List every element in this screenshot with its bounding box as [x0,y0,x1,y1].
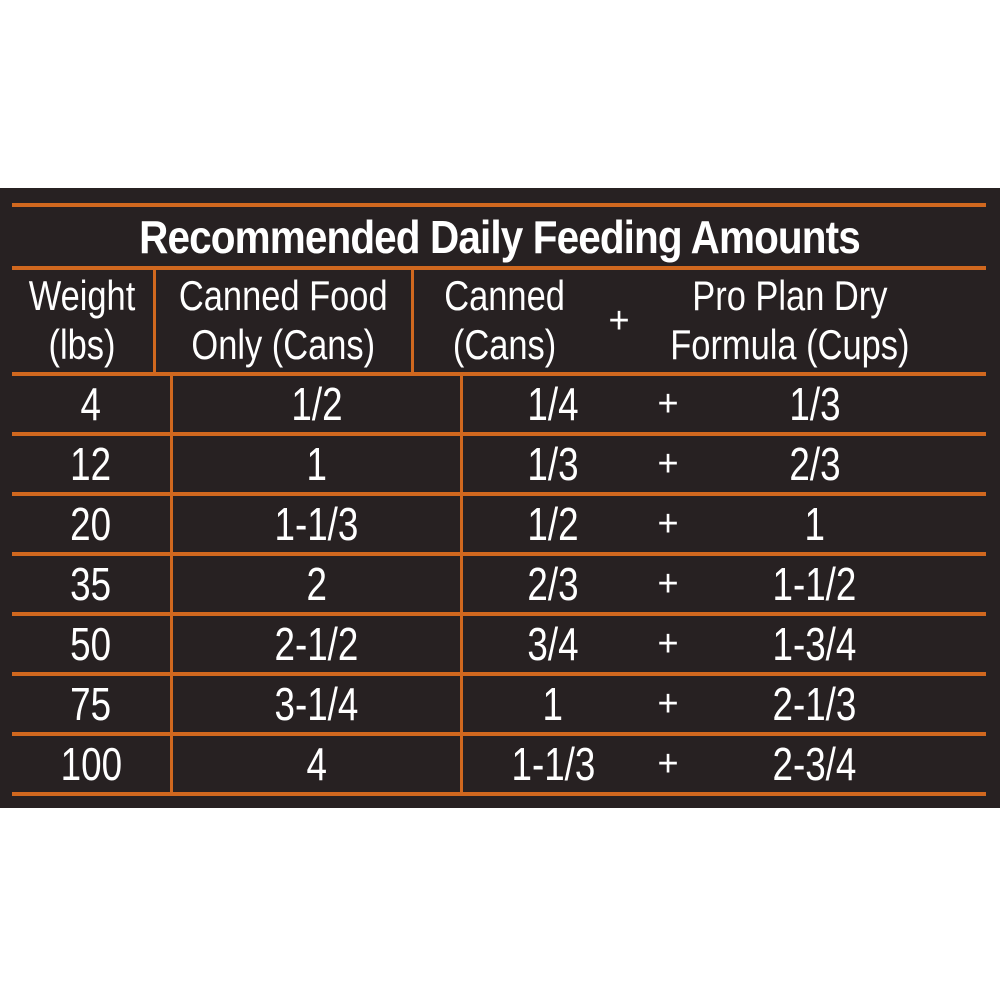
cell-weight: 12 [12,436,173,492]
cell-canned: 2/3 [527,558,579,610]
plus-sign: + [608,299,630,342]
cell-plus: + [643,676,693,732]
header-canned-only: Canned Food Only (Cans) [156,270,415,372]
header-plus: + [594,270,644,372]
cell-weight: 75 [12,676,173,732]
cell-canned: 3/4 [527,618,579,670]
plus-sign: + [657,562,679,605]
cell-plus: + [643,436,693,492]
cell-weight: 50 [12,616,173,672]
cell-plus: + [643,496,693,552]
cell-canned-only: 1-1/3 [173,496,463,552]
cell-dry: 1-3/4 [772,618,857,670]
header-weight-label: Weight (lbs) [29,272,136,368]
plus-sign: + [657,442,679,485]
cell-plus: + [643,556,693,612]
table-row: 75 3-1/4 1 + 2-1/3 [12,672,986,732]
plus-sign: + [657,742,679,785]
table-header-row: Weight (lbs) Canned Food Only (Cans) Can… [12,266,986,372]
table-row: 4 1/2 1/4 + 1/3 [12,372,986,432]
cell-weight: 4 [12,376,173,432]
cell-canned-only: 2 [173,556,463,612]
header-weight: Weight (lbs) [12,270,156,372]
plus-sign: + [657,382,679,425]
cell-dry: 1 [804,498,825,550]
header-dry: Pro Plan Dry Formula (Cups) [644,270,986,372]
cell-canned: 1-1/3 [511,738,595,790]
header-combo-group: Canned (Cans) + Pro Plan Dry Formula (Cu… [414,270,986,372]
header-dry-label: Pro Plan Dry Formula (Cups) [670,272,910,368]
table-row: 50 2-1/2 3/4 + 1-3/4 [12,612,986,672]
cell-plus: + [643,736,693,792]
cell-dry: 2-3/4 [772,738,857,790]
cell-dry: 2-1/3 [772,678,857,730]
cell-canned: 1/4 [527,378,579,430]
header-canned-only-label: Canned Food Only (Cans) [179,272,388,368]
cell-canned-only: 3-1/4 [173,676,463,732]
cell-weight: 100 [12,736,173,792]
cell-canned-only: 1 [173,436,463,492]
table-title-row: Recommended Daily Feeding Amounts [12,203,986,266]
cell-dry: 2/3 [788,438,841,490]
cell-canned-only: 4 [173,736,463,792]
plus-sign: + [657,622,679,665]
cell-canned: 1 [542,678,564,730]
cell-dry: 1-1/2 [772,558,857,610]
cell-weight: 35 [12,556,173,612]
feeding-table: Recommended Daily Feeding Amounts Weight… [12,203,986,796]
cell-canned-only: 2-1/2 [173,616,463,672]
table-row: 20 1-1/3 1/2 + 1 [12,492,986,552]
feeding-table-panel: Recommended Daily Feeding Amounts Weight… [0,188,1000,808]
table-row: 35 2 2/3 + 1-1/2 [12,552,986,612]
cell-canned: 1/2 [527,498,579,550]
table-title: Recommended Daily Feeding Amounts [138,210,861,263]
plus-sign: + [657,682,679,725]
cell-dry: 1/3 [788,378,841,430]
cell-weight: 20 [12,496,173,552]
cell-canned-only: 1/2 [173,376,463,432]
table-bottom-rule [12,792,986,796]
plus-sign: + [657,502,679,545]
cell-canned: 1/3 [527,438,579,490]
cell-plus: + [643,616,693,672]
header-canned: Canned (Cans) [414,270,594,372]
cell-plus: + [643,376,693,432]
header-canned-label: Canned (Cans) [443,272,565,368]
table-row: 12 1 1/3 + 2/3 [12,432,986,492]
table-row: 100 4 1-1/3 + 2-3/4 [12,732,986,792]
